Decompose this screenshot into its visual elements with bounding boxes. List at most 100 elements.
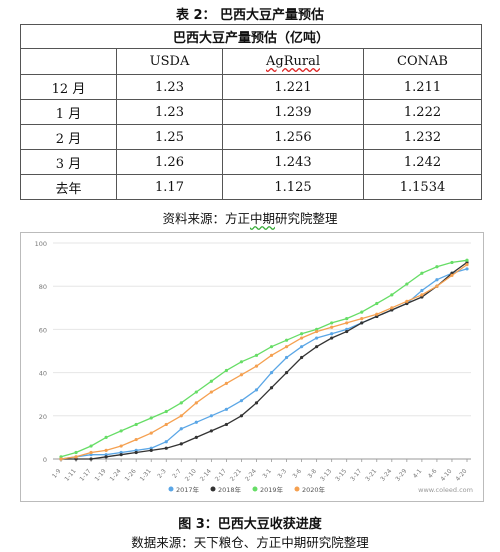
data-point bbox=[239, 399, 244, 403]
x-tick-label: 2-24 bbox=[244, 468, 258, 483]
data-point bbox=[405, 299, 409, 303]
header-conab: CONAB bbox=[363, 48, 482, 75]
x-tick-label: 3-15 bbox=[334, 468, 348, 483]
data-point bbox=[284, 338, 289, 342]
data-point bbox=[330, 336, 334, 340]
data-point bbox=[89, 444, 93, 448]
y-tick-label: 60 bbox=[39, 326, 47, 334]
table-source-underlined: 中期 bbox=[249, 211, 275, 226]
table-row: 1 月 1.23 1.239 1.222 bbox=[20, 99, 482, 125]
legend-marker bbox=[294, 486, 300, 492]
x-tick-label: 1-9 bbox=[51, 468, 63, 480]
data-point bbox=[330, 321, 334, 325]
data-point bbox=[390, 293, 394, 297]
series-line bbox=[60, 259, 468, 458]
x-tick-label: 2-21 bbox=[229, 468, 243, 483]
data-point bbox=[299, 332, 304, 336]
data-point bbox=[450, 273, 454, 277]
data-point bbox=[405, 282, 409, 286]
data-point bbox=[375, 301, 379, 306]
cell-conab: 1.211 bbox=[363, 74, 482, 100]
x-tick-label: 3-29 bbox=[394, 468, 408, 483]
y-tick-label: 100 bbox=[35, 240, 47, 248]
row-label: 1 月 bbox=[20, 99, 117, 125]
data-point bbox=[164, 409, 168, 414]
y-tick-label: 20 bbox=[39, 413, 47, 421]
data-point bbox=[134, 450, 138, 455]
row-label: 12 月 bbox=[20, 74, 117, 100]
x-tick-label: 3-3 bbox=[276, 468, 288, 480]
x-tick-label: 1-11 bbox=[63, 468, 77, 483]
table-source-prefix: 资料来源：方正 bbox=[162, 211, 250, 226]
data-point bbox=[209, 429, 213, 433]
data-point bbox=[74, 450, 78, 455]
legend-marker bbox=[168, 486, 174, 492]
data-point bbox=[465, 263, 469, 267]
data-point bbox=[345, 317, 349, 321]
x-tick-label: 2-10 bbox=[184, 468, 198, 483]
data-point bbox=[179, 414, 183, 418]
x-tick-label: 4-6 bbox=[427, 468, 439, 480]
x-tick-label: 3-24 bbox=[379, 468, 393, 483]
header-agrural: AgRural bbox=[222, 48, 364, 75]
table-row: 12 月 1.23 1.221 1.211 bbox=[20, 74, 482, 100]
x-tick-label: 1-26 bbox=[124, 468, 138, 483]
table-row: 去年 1.17 1.125 1.1534 bbox=[20, 174, 482, 200]
data-point bbox=[254, 388, 259, 392]
data-point bbox=[194, 390, 198, 394]
cell-usda: 1.17 bbox=[116, 174, 223, 200]
data-point bbox=[149, 448, 153, 452]
data-point bbox=[284, 345, 289, 349]
row-label: 2 月 bbox=[20, 124, 117, 150]
y-tick-label: 40 bbox=[39, 370, 47, 378]
data-point bbox=[209, 379, 213, 383]
figure-source: 数据来源：天下粮仓、方正中期研究院整理 bbox=[131, 535, 369, 550]
data-point bbox=[89, 457, 93, 461]
data-point bbox=[465, 267, 469, 271]
data-point bbox=[465, 258, 469, 262]
cell-usda: 1.26 bbox=[116, 149, 223, 175]
table-title: 巴西大豆产量预估（亿吨） bbox=[20, 24, 482, 49]
data-point bbox=[134, 422, 138, 427]
data-point bbox=[179, 442, 183, 446]
data-point bbox=[119, 453, 123, 457]
data-point bbox=[269, 345, 274, 349]
data-point bbox=[164, 440, 168, 444]
data-point bbox=[360, 317, 364, 321]
series-line bbox=[60, 264, 468, 460]
data-point bbox=[299, 355, 304, 360]
header-agrural-label: AgRural bbox=[266, 54, 320, 69]
y-tick-label: 0 bbox=[43, 456, 47, 464]
table-source-suffix: 研究院整理 bbox=[275, 211, 338, 226]
cell-agrural: 1.221 bbox=[222, 74, 364, 100]
legend-label: 2018年 bbox=[218, 485, 242, 494]
row-label: 3 月 bbox=[20, 149, 117, 175]
legend-marker bbox=[252, 486, 258, 492]
x-tick-label: 3-6 bbox=[291, 468, 303, 480]
data-point bbox=[149, 431, 153, 435]
data-point bbox=[360, 310, 364, 314]
data-point bbox=[360, 321, 364, 325]
data-point bbox=[390, 306, 394, 310]
x-tick-label: 3-21 bbox=[364, 468, 378, 483]
x-tick-label: 3-1 bbox=[261, 468, 273, 480]
data-point bbox=[134, 437, 138, 442]
data-point bbox=[239, 373, 244, 377]
legend-label: 2020年 bbox=[302, 485, 326, 494]
row-label: 去年 bbox=[20, 174, 117, 200]
table-row: 2 月 1.25 1.256 1.232 bbox=[20, 124, 482, 150]
x-tick-label: 2-3 bbox=[156, 468, 168, 480]
data-point bbox=[104, 448, 108, 452]
x-tick-label: 4-1 bbox=[412, 468, 424, 480]
data-point bbox=[224, 368, 229, 373]
data-point bbox=[375, 312, 379, 316]
data-point bbox=[284, 371, 289, 375]
figure-caption: 图 3：巴西大豆收获进度 bbox=[178, 517, 322, 532]
data-point bbox=[345, 329, 349, 334]
y-tick-label: 80 bbox=[39, 283, 47, 291]
series-line bbox=[61, 261, 468, 460]
x-tick-label: 1-24 bbox=[109, 468, 123, 483]
x-tick-label: 3-17 bbox=[349, 468, 363, 483]
cell-agrural: 1.256 bbox=[222, 124, 364, 150]
